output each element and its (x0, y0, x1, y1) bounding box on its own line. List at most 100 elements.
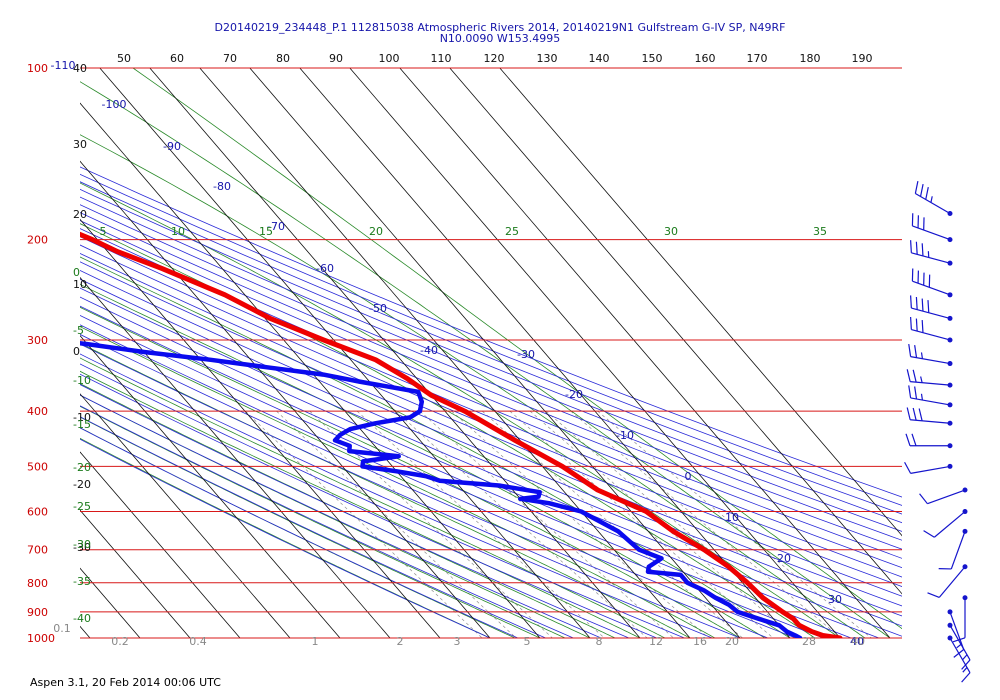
moist-adiabat-line (80, 370, 641, 638)
wind-barb (911, 213, 953, 243)
wind-barb (947, 635, 971, 683)
dry-adiabat-line (80, 196, 902, 532)
wind-barb-staff (911, 329, 951, 341)
wind-barb (908, 385, 953, 408)
dry-adiabat-line (80, 314, 824, 638)
wind-barb-staff (927, 489, 966, 505)
moist-adiabat-line (80, 427, 516, 638)
left-moist-label: -10 (73, 374, 91, 387)
wind-barb-flag (906, 369, 911, 382)
dry-adiabat-top-label: 190 (852, 52, 873, 65)
wind-barb-staff (911, 307, 951, 319)
dry-adiabat-line (80, 324, 796, 638)
moist-adiabat-label: 35 (813, 225, 827, 238)
moist-adiabat-line (132, 68, 902, 630)
wind-barb-staff (910, 381, 951, 386)
wind-barb-flag (918, 408, 923, 421)
dry-adiabat-line (80, 343, 741, 638)
dry-adiabat-top-label: 120 (484, 52, 505, 65)
mixing-ratio-label: 0.4 (189, 635, 207, 648)
dry-adiabat-line (80, 394, 602, 638)
dry-adiabat-top-label: 50 (117, 52, 131, 65)
pressure-tick-label: 1000 (27, 632, 55, 645)
isotherm-line (399, 68, 891, 638)
dry-adiabat-line (80, 405, 574, 638)
dry-adiabat-line (80, 188, 902, 524)
moist-adiabat-label: 25 (505, 225, 519, 238)
isotherm-label: 20 (777, 552, 791, 565)
sounding-profiles (80, 231, 843, 638)
wind-barb-flag (904, 461, 912, 474)
isotherm-label: -60 (316, 262, 334, 275)
dry-adiabat-line (80, 427, 518, 638)
dry-adiabat-line (80, 244, 902, 587)
wind-barb-flag (914, 345, 918, 358)
mixing-ratio-label: 28 (802, 635, 816, 648)
wind-barb-half-flag (930, 196, 933, 203)
dry-adiabat-line (80, 173, 902, 506)
wind-barb-flag (927, 300, 930, 313)
pressure-tick-label: 500 (27, 460, 48, 473)
dry-adiabat-line (80, 236, 902, 578)
dry-adiabat-top-label: 180 (800, 52, 821, 65)
moist-adiabat-label: 30 (664, 225, 678, 238)
wind-barb (927, 564, 968, 598)
wind-barb-flag (925, 186, 929, 200)
wind-barb (908, 344, 953, 367)
wind-barb-staff (912, 280, 951, 296)
wind-barb (938, 528, 968, 570)
wind-barb (923, 509, 968, 538)
isotherm-line (80, 102, 541, 638)
isotherm-label: -50 (369, 302, 387, 315)
wind-barb-flag (919, 493, 928, 505)
wind-barb-staff (912, 225, 951, 241)
isotherm-line (80, 567, 141, 638)
left-temperature-label: 0 (73, 345, 80, 358)
wind-barb-flag (910, 240, 912, 253)
dry-adiabat-line (80, 363, 685, 638)
moist-adiabat-line (80, 256, 791, 638)
wind-barb-flag (961, 672, 971, 683)
dry-adiabat-line (80, 166, 902, 498)
isotherm-label: -40 (420, 344, 438, 357)
chart-title: D20140219_234448_P.1 112815038 Atmospher… (214, 21, 786, 34)
left-moist-label: -35 (73, 575, 91, 588)
wind-barb-flag (910, 316, 912, 330)
isotherm-line (80, 160, 491, 638)
pressure-tick-label: 600 (27, 506, 48, 519)
moist-adiabat-line (80, 81, 891, 638)
pressure-tick-label: 200 (27, 234, 48, 247)
isotherm-line (80, 509, 191, 638)
wind-barb-flag (915, 318, 918, 332)
wind-barb-staff (933, 511, 966, 538)
wind-barb-staff (950, 531, 966, 570)
wind-barb-staff (910, 397, 951, 406)
left-moist-label: 0 (73, 266, 80, 279)
dry-adiabat-line (80, 204, 902, 541)
moist-adiabat-line (80, 182, 841, 638)
dry-adiabat-top-label: 100 (379, 52, 400, 65)
dry-adiabat-line (80, 212, 902, 550)
dry-adiabat-top-label: 170 (747, 52, 768, 65)
isotherm-line (249, 68, 741, 638)
left-moist-label: -15 (73, 418, 91, 431)
moist-adiabat-line (80, 326, 716, 638)
mixing-ratio-label: 3 (454, 635, 461, 648)
wind-barb (906, 407, 953, 426)
dry-adiabat-top-label: 150 (642, 52, 663, 65)
wind-barb-half-flag (920, 376, 923, 383)
dry-adiabat-top-label: 70 (223, 52, 237, 65)
dry-adiabats (80, 166, 902, 638)
moist-adiabat-line (80, 342, 691, 638)
wind-barb-flag (906, 407, 911, 420)
wind-barb (911, 268, 953, 298)
dry-adiabat-line (80, 278, 902, 627)
left-moist-label: -5 (73, 324, 84, 337)
isotherms (80, 68, 902, 638)
wind-barb (910, 316, 953, 343)
isotherm-label: 30 (828, 593, 842, 606)
dry-adiabat-line (80, 384, 630, 638)
wind-barb-staff (949, 637, 971, 673)
software-footer: Aspen 3.1, 20 Feb 2014 00:06 UTC (30, 676, 221, 689)
